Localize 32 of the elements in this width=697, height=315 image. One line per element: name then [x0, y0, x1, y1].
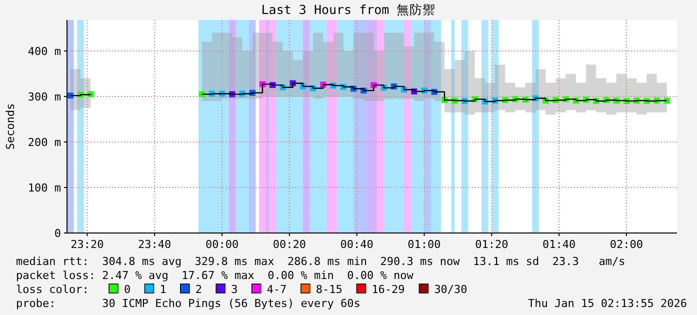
- y-tick-label: 0: [54, 227, 61, 240]
- x-tick-label: 01:40: [542, 238, 576, 251]
- text: packet loss: 2.47 % avg 17.67 % max 0.00 % min 0.00 % now: [16, 269, 414, 282]
- x-tick-label: 02:00: [610, 238, 644, 251]
- text: Thu Jan 15 02:13:55 2026: [528, 297, 687, 310]
- chart-title: Last 3 Hours from 無防禦: [261, 2, 436, 17]
- x-tick-label: 00:00: [205, 238, 239, 251]
- x-tick-label: 23:40: [138, 238, 172, 251]
- x-tick-label: 00:20: [272, 238, 306, 251]
- legend-label: 3: [231, 283, 238, 296]
- legend-label: 16-29: [372, 283, 405, 296]
- legend-label: 4-7: [266, 283, 287, 296]
- text: median rtt: 304.8 ms avg 329.8 ms max 286.8 ms min 290.3 ms now 13.1 ms sd 23.3 am/s: [16, 255, 626, 268]
- y-tick-label: 200 m: [28, 136, 62, 149]
- legend-label: 2: [195, 283, 202, 296]
- point: [88, 91, 94, 98]
- legend-label: 8-15: [316, 283, 342, 296]
- x-tick-label: 00:40: [340, 238, 374, 251]
- point: [664, 98, 670, 104]
- x-tick-label: 01:20: [475, 238, 508, 251]
- legend-title: loss color:: [16, 283, 89, 296]
- y-tick-label: 300 m: [28, 90, 62, 104]
- point: [67, 92, 74, 99]
- legend-label: 0: [124, 283, 131, 296]
- legend-label: 30/30: [434, 283, 468, 296]
- text: probe: 30 ICMP Echo Pings (56 Bytes) every 60s: [16, 297, 360, 310]
- x-tick-label: 01:00: [408, 238, 441, 251]
- y-tick-label: 400 m: [28, 44, 62, 58]
- x-tick-label: 23:20: [70, 238, 104, 251]
- legend-label: 1: [160, 283, 166, 296]
- y-tick-label: 100 m: [28, 181, 62, 194]
- y-axis-title: Seconds: [4, 103, 17, 150]
